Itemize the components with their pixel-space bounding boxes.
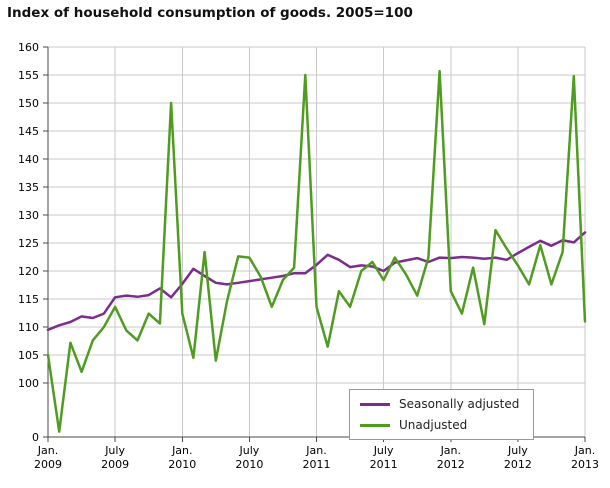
y-tick-label: 105	[18, 349, 39, 362]
legend: Seasonally adjusted Unadjusted	[349, 389, 535, 440]
series-line-seasonally-adjusted	[46, 231, 587, 332]
legend-swatch-unadjusted-icon	[360, 423, 390, 427]
y-tick-label: 135	[18, 181, 39, 194]
x-tick-label-year: 2012	[504, 458, 532, 471]
x-tick-label: July	[104, 444, 125, 457]
chart-title: Index of household consumption of goods.…	[7, 5, 413, 21]
x-tick-label: July	[507, 444, 528, 457]
y-tick-label: 145	[18, 125, 39, 138]
x-tick-label: July	[373, 444, 394, 457]
x-tick-label: Jan.	[574, 444, 595, 457]
y-tick-label: 155	[18, 69, 39, 82]
series-line-unadjusted	[46, 69, 587, 433]
x-tick-label: Jan.	[440, 444, 461, 457]
legend-label-unadjusted: Unadjusted	[399, 418, 468, 432]
x-tick-label-year: 2012	[437, 458, 465, 471]
y-tick-label: 125	[18, 237, 39, 250]
y-tick-label: 130	[18, 209, 39, 222]
x-tick-label: Jan.	[305, 444, 326, 457]
x-tick-label: July	[239, 444, 260, 457]
y-tick-label: 115	[18, 293, 39, 306]
y-tick-label: 110	[18, 321, 39, 334]
legend-label-seasonally-adjusted: Seasonally adjusted	[399, 397, 520, 411]
x-tick-label-year: 2009	[34, 458, 62, 471]
y-tick-label: 100	[18, 377, 39, 390]
x-tick-label: Jan.	[171, 444, 192, 457]
x-tick-label-year: 2010	[235, 458, 263, 471]
y-tick-label: 0	[32, 431, 39, 444]
x-tick-label-year: 2011	[303, 458, 331, 471]
legend-item-unadjusted: Unadjusted	[360, 418, 519, 432]
x-tick-label-year: 2010	[168, 458, 196, 471]
y-tick-label: 140	[18, 153, 39, 166]
legend-item-seasonally-adjusted: Seasonally adjusted	[360, 397, 519, 411]
x-tick-label-year: 2011	[370, 458, 398, 471]
x-tick-label-year: 2009	[101, 458, 129, 471]
y-tick-label: 120	[18, 265, 39, 278]
y-tick-label: 150	[18, 97, 39, 110]
y-tick-label: 160	[18, 41, 39, 54]
x-tick-label: Jan.	[37, 444, 58, 457]
legend-swatch-seasonally-adjusted-icon	[360, 402, 390, 406]
x-tick-label-year: 2013	[571, 458, 599, 471]
